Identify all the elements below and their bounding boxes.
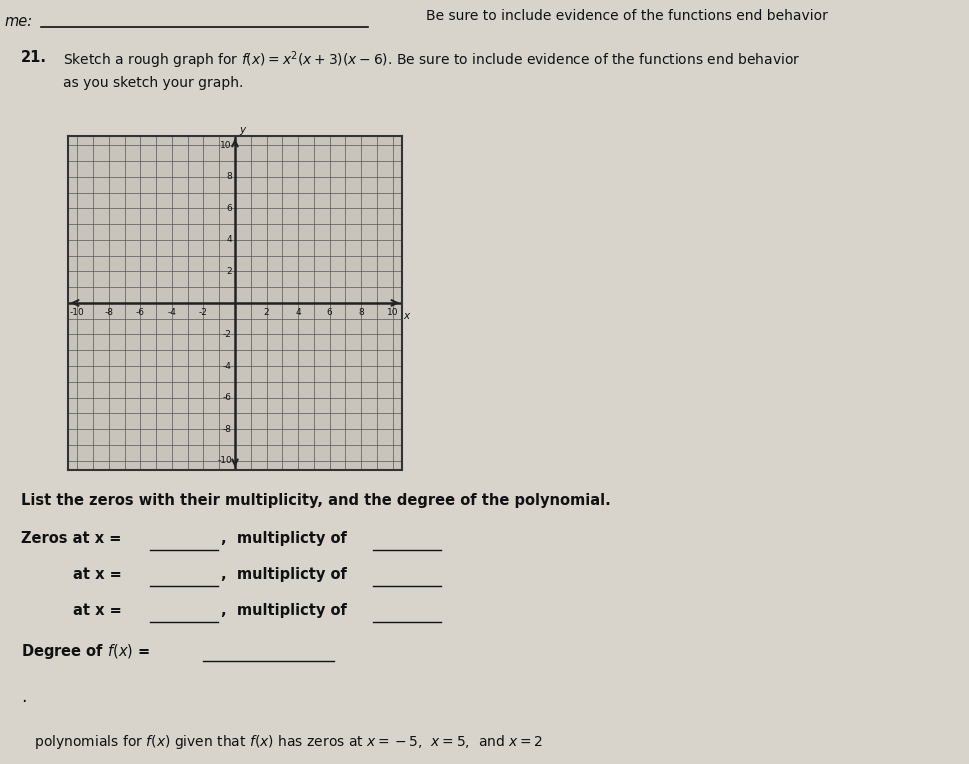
Text: -6: -6 <box>223 393 232 402</box>
Text: me:: me: <box>5 14 33 29</box>
Text: 10: 10 <box>220 141 232 150</box>
Text: polynomials for $f(x)$ given that $f(x)$ has zeros at $x = -5$,  $x = 5$,  and $: polynomials for $f(x)$ given that $f(x)$… <box>21 733 544 752</box>
Text: -10: -10 <box>70 309 84 318</box>
Text: 4: 4 <box>296 309 300 318</box>
Text: -8: -8 <box>105 309 113 318</box>
Text: 2: 2 <box>226 267 232 276</box>
Text: -2: -2 <box>223 330 232 339</box>
Text: 10: 10 <box>387 309 398 318</box>
Text: -6: -6 <box>136 309 145 318</box>
Text: ,  multiplicty of: , multiplicty of <box>221 567 347 582</box>
Text: 21.: 21. <box>21 50 47 65</box>
Text: x: x <box>403 311 409 321</box>
Text: at x =: at x = <box>73 603 121 618</box>
Text: -4: -4 <box>223 361 232 371</box>
Text: -10: -10 <box>217 456 232 465</box>
Text: -4: -4 <box>168 309 176 318</box>
Text: y: y <box>239 125 245 135</box>
Text: 2: 2 <box>264 309 269 318</box>
Text: .: . <box>21 688 27 706</box>
Text: List the zeros with their multiplicity, and the degree of the polynomial.: List the zeros with their multiplicity, … <box>21 493 611 508</box>
Text: 6: 6 <box>226 204 232 213</box>
Text: Be sure to include evidence of the functions end behavior: Be sure to include evidence of the funct… <box>426 9 828 23</box>
Text: -8: -8 <box>223 425 232 434</box>
Text: Sketch a rough graph for $f(x) = x^2(x+3)(x-6)$. Be sure to include evidence of : Sketch a rough graph for $f(x) = x^2(x+3… <box>63 50 800 71</box>
Text: 4: 4 <box>226 235 232 244</box>
Text: 8: 8 <box>226 172 232 181</box>
Text: 8: 8 <box>359 309 364 318</box>
Text: at x =: at x = <box>73 567 121 582</box>
Text: -2: -2 <box>199 309 208 318</box>
Text: Degree of $f(x)$ =: Degree of $f(x)$ = <box>21 642 150 661</box>
Text: Zeros at x =: Zeros at x = <box>21 531 122 546</box>
Text: ,  multiplicty of: , multiplicty of <box>221 531 347 546</box>
Text: as you sketch your graph.: as you sketch your graph. <box>63 76 243 90</box>
Text: 6: 6 <box>327 309 332 318</box>
Text: ,  multiplicty of: , multiplicty of <box>221 603 347 618</box>
